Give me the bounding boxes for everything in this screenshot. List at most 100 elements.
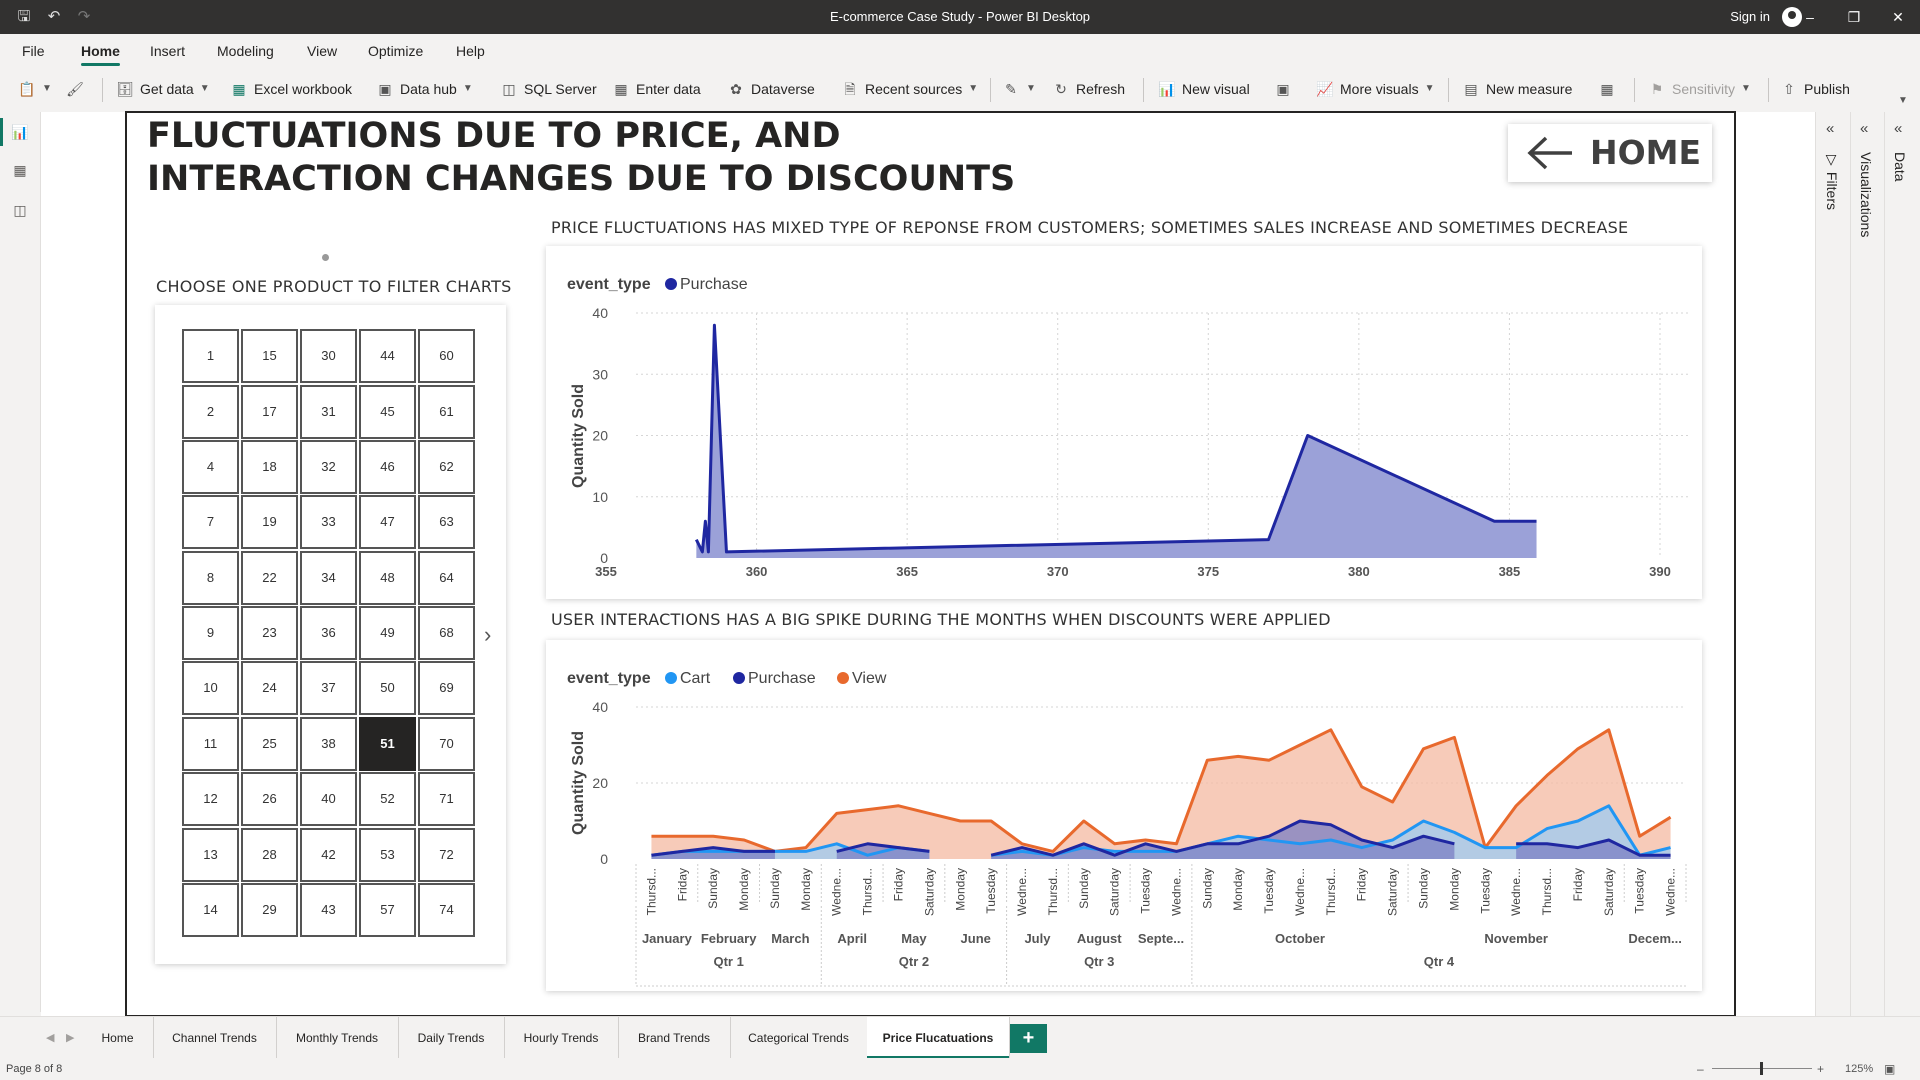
product-tile[interactable]: 22 <box>241 551 298 605</box>
product-tile[interactable]: 68 <box>418 606 475 660</box>
menu-insert[interactable]: Insert <box>150 43 186 59</box>
product-tile[interactable]: 72 <box>418 828 475 882</box>
product-tile[interactable]: 34 <box>300 551 357 605</box>
page-tab[interactable]: Hourly Trends <box>504 1017 619 1059</box>
product-tile[interactable]: 7 <box>182 495 239 549</box>
product-tile[interactable]: 30 <box>300 329 357 383</box>
visualizations-pane[interactable]: « Visualizations <box>1850 112 1885 1016</box>
page-tab[interactable]: Categorical Trends <box>730 1017 868 1059</box>
menu-home[interactable]: Home <box>81 34 120 68</box>
format-painter-button[interactable]: 🖌 <box>66 76 84 102</box>
product-tile[interactable]: 32 <box>300 440 357 494</box>
page-tab[interactable]: Home <box>82 1017 154 1059</box>
product-tile[interactable]: 33 <box>300 495 357 549</box>
sql-server-button[interactable]: ◫ SQL Server <box>500 76 596 102</box>
product-tile[interactable]: 9 <box>182 606 239 660</box>
zoom-slider-thumb[interactable] <box>1760 1062 1763 1075</box>
product-tile[interactable]: 50 <box>359 661 416 715</box>
menu-file[interactable]: File <box>22 43 45 59</box>
enter-data-button[interactable]: ▦ Enter data <box>612 76 700 102</box>
tab-scroll-right-icon[interactable]: ▶ <box>66 1032 75 1044</box>
zoom-out-icon[interactable]: – <box>1697 1062 1704 1076</box>
product-tile[interactable]: 46 <box>359 440 416 494</box>
product-tile[interactable]: 70 <box>418 717 475 771</box>
product-tile[interactable]: 31 <box>300 385 357 439</box>
undo-icon[interactable]: ↶ <box>47 8 61 25</box>
product-tile[interactable]: 4 <box>182 440 239 494</box>
product-tile[interactable]: 1 <box>182 329 239 383</box>
product-tile[interactable]: 47 <box>359 495 416 549</box>
product-tile[interactable]: 14 <box>182 883 239 937</box>
close-icon[interactable]: ✕ <box>1892 9 1904 25</box>
product-tile[interactable]: 36 <box>300 606 357 660</box>
product-tile[interactable]: 26 <box>241 772 298 826</box>
publish-button[interactable]: ⇧ Publish <box>1780 76 1850 102</box>
product-tile[interactable]: 24 <box>241 661 298 715</box>
new-measure-button[interactable]: ▤ New measure <box>1462 76 1572 102</box>
chevron-right-icon[interactable]: › <box>484 622 492 647</box>
chevrons-left-icon[interactable]: « <box>1894 120 1903 137</box>
recent-sources-button[interactable]: 🗎 Recent sources ▼ <box>841 76 978 102</box>
product-tile[interactable]: 48 <box>359 551 416 605</box>
dataverse-button[interactable]: ✿ Dataverse <box>727 76 815 102</box>
product-tile[interactable]: 11 <box>182 717 239 771</box>
new-visual-button[interactable]: 📊 New visual <box>1158 81 1250 97</box>
sensitivity-button[interactable]: ⚑ Sensitivity ▼ <box>1648 76 1751 102</box>
page-tab[interactable]: Daily Trends <box>398 1017 505 1059</box>
data-hub-button[interactable]: ▣ Data hub ▼ <box>376 76 472 102</box>
product-tile[interactable]: 60 <box>418 329 475 383</box>
page-tab[interactable]: Brand Trends <box>618 1017 731 1059</box>
sign-in-link[interactable]: Sign in <box>1730 9 1770 24</box>
product-tile[interactable]: 44 <box>359 329 416 383</box>
product-tile[interactable]: 37 <box>300 661 357 715</box>
menu-optimize[interactable]: Optimize <box>368 43 424 59</box>
add-page-button[interactable]: + <box>1010 1024 1047 1053</box>
menu-view[interactable]: View <box>307 43 338 59</box>
price-fluctuation-chart[interactable]: event_type Purchase 0 10 20 30 40 355 360 365 370 3… <box>546 246 1702 599</box>
page-tab[interactable]: Price Flucatuations <box>867 1017 1010 1059</box>
redo-icon[interactable]: ↷ <box>77 8 91 25</box>
product-tile[interactable]: 40 <box>300 772 357 826</box>
quick-measure-button[interactable]: ▦ <box>1598 76 1616 102</box>
table-view-icon[interactable]: ▦ <box>13 162 27 178</box>
product-tile[interactable]: 57 <box>359 883 416 937</box>
product-tile[interactable]: 28 <box>241 828 298 882</box>
product-tile[interactable]: 12 <box>182 772 239 826</box>
product-tile[interactable]: 51 <box>359 717 416 771</box>
product-tile[interactable]: 45 <box>359 385 416 439</box>
restore-icon[interactable]: ❐ <box>1847 9 1861 25</box>
product-tile[interactable]: 74 <box>418 883 475 937</box>
product-tile[interactable]: 17 <box>241 385 298 439</box>
model-view-icon[interactable]: ◫ <box>13 202 27 218</box>
zoom-in-icon[interactable]: + <box>1817 1062 1825 1076</box>
minimize-icon[interactable]: – <box>1806 9 1814 25</box>
fit-to-page-icon[interactable]: ▣ <box>1884 1062 1896 1076</box>
product-tile[interactable]: 61 <box>418 385 475 439</box>
product-tile[interactable]: 53 <box>359 828 416 882</box>
ribbon-expand-button[interactable]: ▼ <box>1898 88 1908 114</box>
product-tile[interactable]: 63 <box>418 495 475 549</box>
menu-help[interactable]: Help <box>456 43 485 59</box>
menu-modeling[interactable]: Modeling <box>217 43 274 59</box>
get-data-button[interactable]: 🗄 Get data ▼ <box>116 76 210 102</box>
product-tile[interactable]: 69 <box>418 661 475 715</box>
home-button[interactable]: HOME <box>1508 124 1712 182</box>
product-tile[interactable]: 25 <box>241 717 298 771</box>
chevrons-left-icon[interactable]: « <box>1826 120 1835 137</box>
product-tile[interactable]: 10 <box>182 661 239 715</box>
product-tile[interactable]: 71 <box>418 772 475 826</box>
product-tile[interactable]: 49 <box>359 606 416 660</box>
filters-pane[interactable]: « ▽ Filters <box>1816 112 1851 1016</box>
text-box-button[interactable]: ▣ <box>1274 76 1292 102</box>
product-tile[interactable]: 2 <box>182 385 239 439</box>
product-tile[interactable]: 62 <box>418 440 475 494</box>
transform-data-button[interactable]: ✎ ▼ <box>1002 76 1036 102</box>
save-icon[interactable]: 🖫 <box>17 8 31 25</box>
excel-workbook-button[interactable]: ▦ Excel workbook <box>230 76 352 102</box>
report-view-icon[interactable]: 📊 <box>0 118 29 146</box>
product-tile[interactable]: 42 <box>300 828 357 882</box>
avatar-icon[interactable] <box>1782 7 1802 27</box>
product-tile[interactable]: 43 <box>300 883 357 937</box>
page-tab[interactable]: Channel Trends <box>153 1017 277 1059</box>
product-tile[interactable]: 8 <box>182 551 239 605</box>
